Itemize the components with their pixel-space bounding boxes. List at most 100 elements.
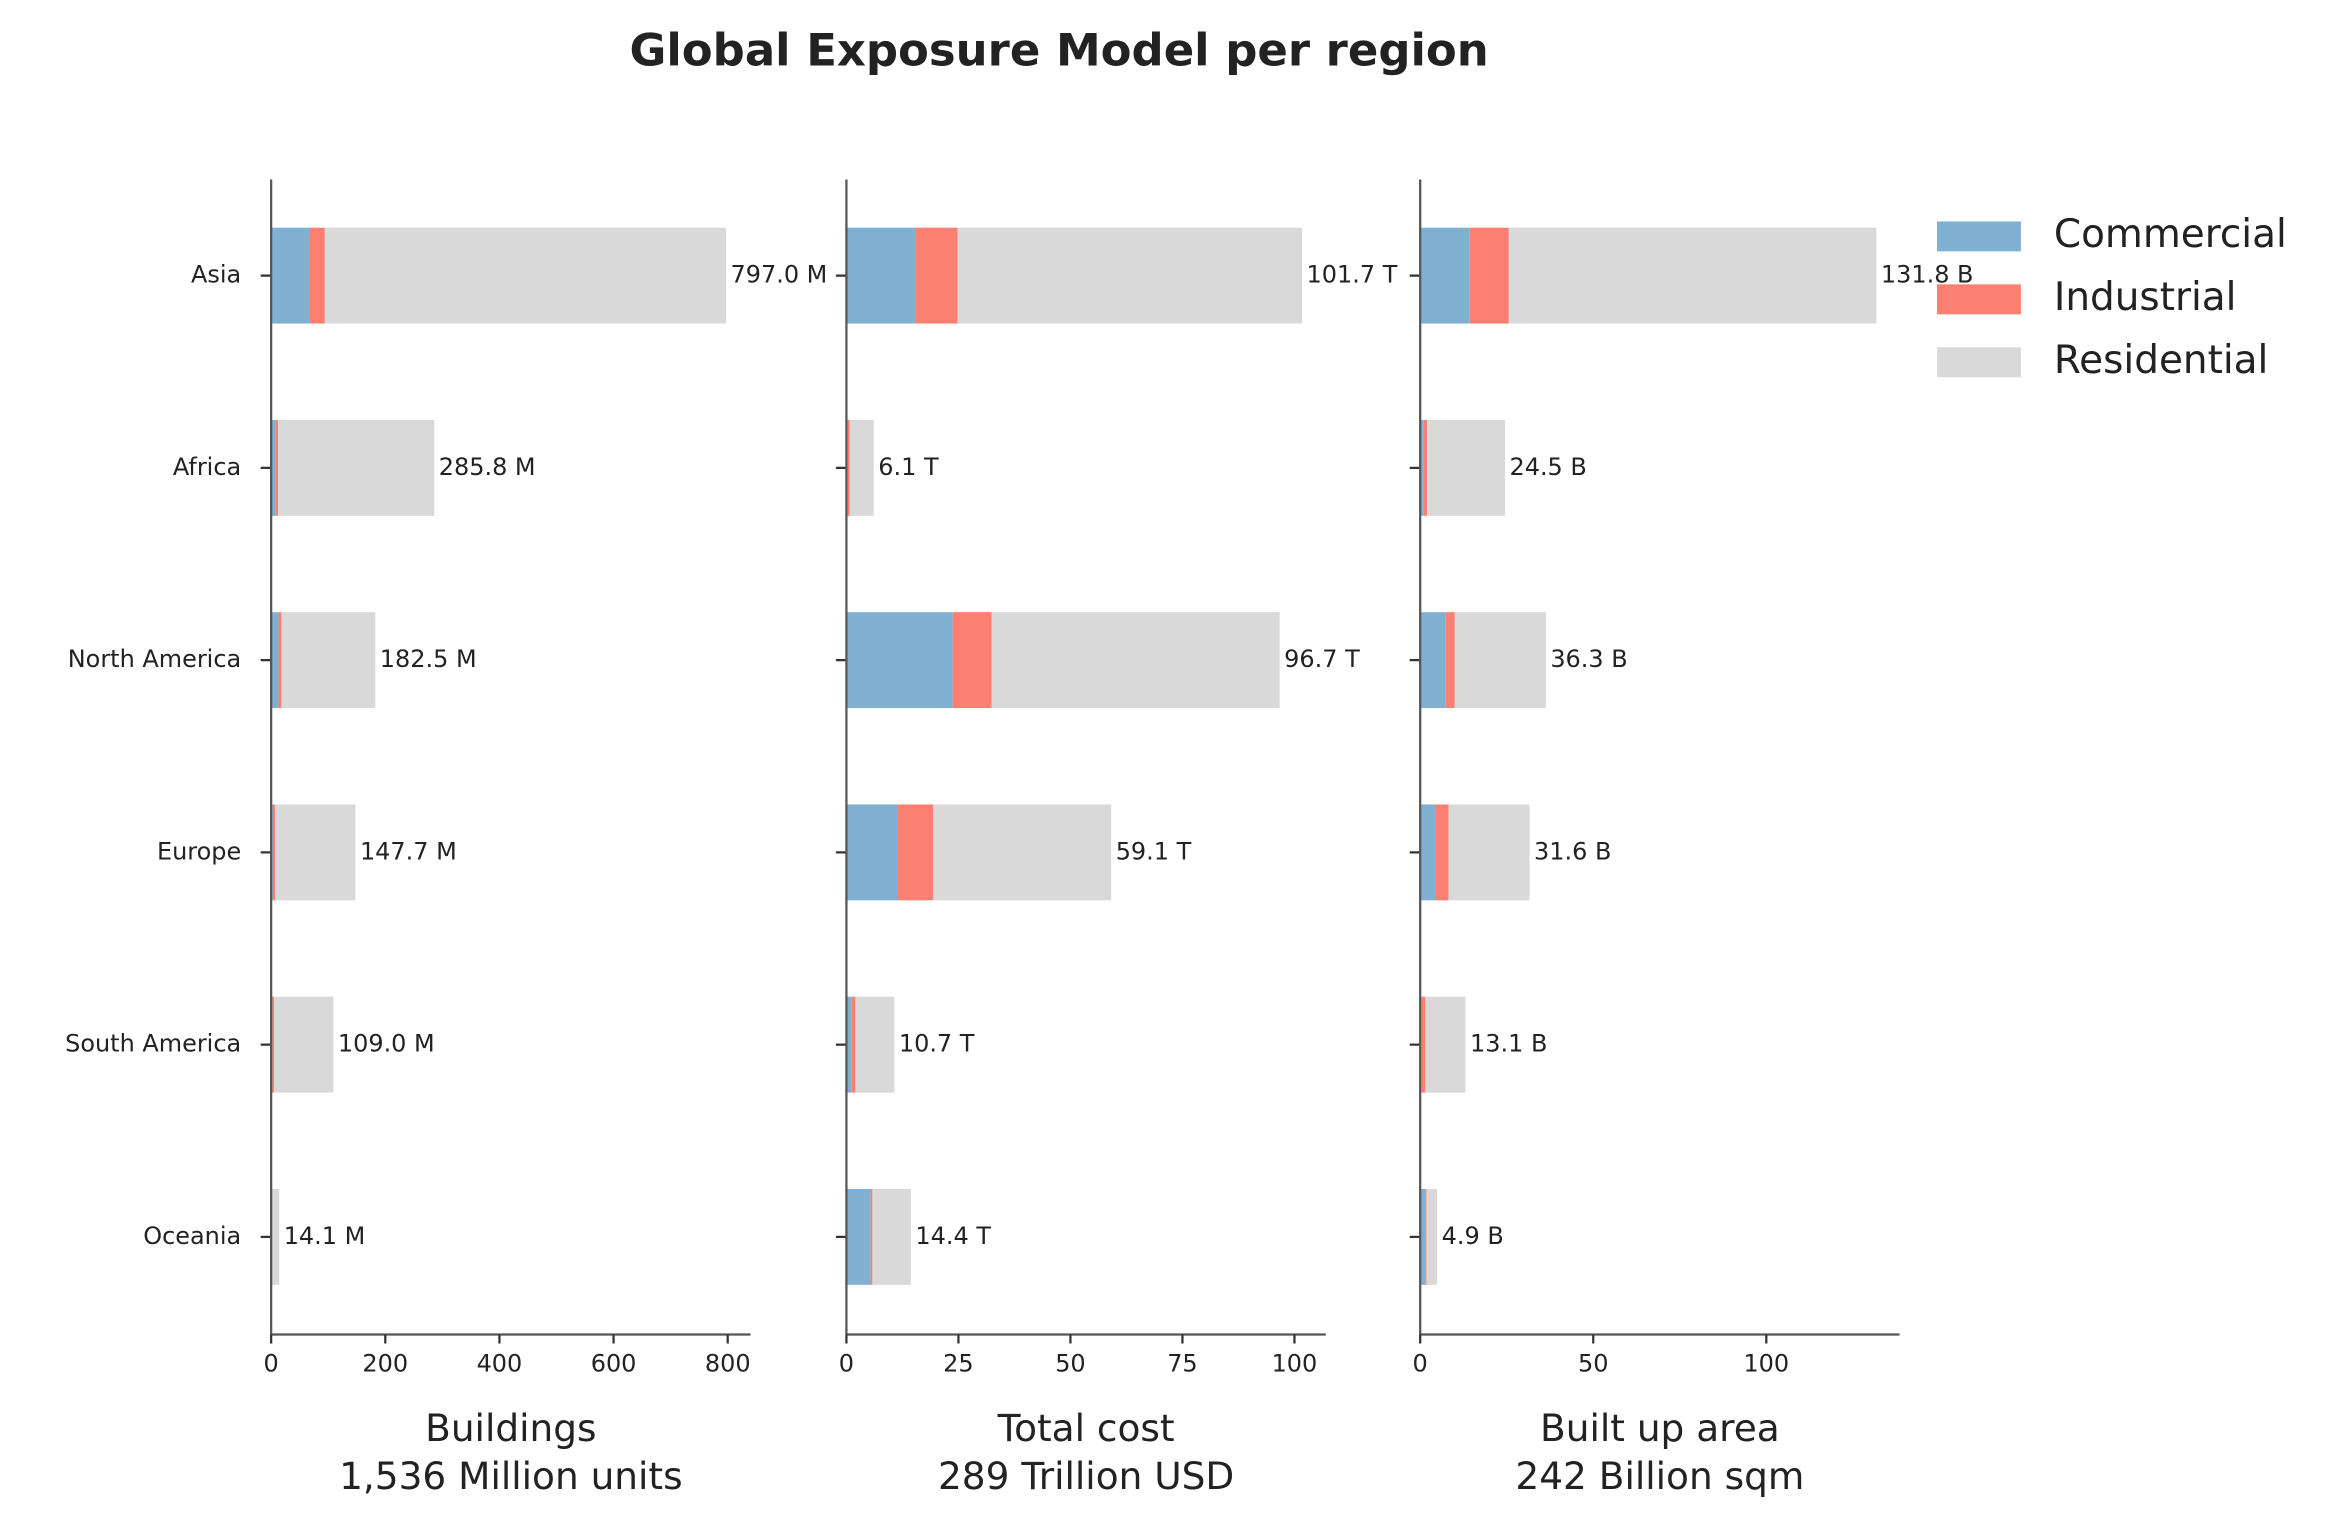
bar-segment	[272, 996, 275, 1093]
bar-segment	[281, 612, 376, 709]
bar-segment	[897, 804, 934, 901]
bar-segment	[915, 227, 958, 324]
value-label: 147.7 M	[360, 837, 457, 865]
y-tick-label: Africa	[173, 453, 241, 481]
bar-segment	[1420, 1188, 1426, 1285]
x-tick-label: 0	[839, 1349, 854, 1377]
bar-segment	[1445, 612, 1455, 709]
bar-segment	[846, 227, 916, 324]
bar-segment	[1420, 227, 1470, 324]
value-label: 96.7 T	[1284, 645, 1360, 673]
value-label: 4.9 B	[1442, 1222, 1504, 1250]
x-axis-label: Total cost	[997, 1406, 1175, 1450]
bar-segment	[1448, 804, 1530, 901]
bar-segment	[1454, 612, 1546, 709]
x-tick-label: 800	[705, 1349, 751, 1377]
bar-segment	[851, 996, 856, 1093]
x-tick-label: 0	[264, 1349, 279, 1377]
bar-segment	[1426, 1188, 1438, 1285]
bar-segment	[1423, 419, 1428, 516]
y-tick-label: Asia	[191, 261, 241, 289]
x-axis-sublabel: 289 Trillion USD	[938, 1454, 1234, 1498]
value-label: 109.0 M	[338, 1030, 435, 1058]
x-axis-label: Built up area	[1540, 1406, 1780, 1450]
x-tick-label: 50	[1578, 1349, 1608, 1377]
bar-segment	[872, 1188, 911, 1285]
bar-segment	[870, 1188, 873, 1285]
bar-segment	[275, 419, 279, 516]
value-label: 13.1 B	[1470, 1030, 1547, 1058]
y-tick-label: North America	[68, 645, 241, 673]
value-label: 31.6 B	[1534, 837, 1611, 865]
value-label: 59.1 T	[1116, 837, 1192, 865]
legend-swatch	[1937, 284, 2021, 315]
bar-segment	[271, 227, 310, 324]
value-label: 14.1 M	[284, 1222, 366, 1250]
bar-segment	[275, 804, 356, 901]
x-tick-label: 600	[591, 1349, 637, 1377]
bar-segment	[272, 804, 276, 901]
bar-segment	[952, 612, 992, 709]
bar-segment	[271, 612, 279, 709]
value-label: 6.1 T	[878, 453, 939, 481]
y-tick-label: South America	[65, 1030, 241, 1058]
x-axis-sublabel: 1,536 Million units	[339, 1454, 683, 1498]
bar-segment	[1425, 1188, 1427, 1285]
value-label: 797.0 M	[730, 261, 827, 289]
x-tick-label: 25	[943, 1349, 973, 1377]
bar-segment	[1420, 419, 1424, 516]
x-tick-label: 75	[1167, 1349, 1197, 1377]
bar-segment	[1420, 612, 1446, 709]
value-label: 14.4 T	[915, 1222, 991, 1250]
bar-segment	[278, 612, 282, 709]
bar-segment	[846, 612, 953, 709]
value-label: 285.8 M	[439, 453, 536, 481]
bar-segment	[309, 227, 325, 324]
legend-label: Industrial	[2054, 275, 2237, 320]
legend-label: Commercial	[2054, 212, 2287, 257]
value-label: 131.8 B	[1881, 261, 1974, 289]
value-label: 24.5 B	[1509, 453, 1586, 481]
bar-segment	[1508, 227, 1877, 324]
y-tick-label: Europe	[157, 837, 241, 865]
bar-segment	[1420, 804, 1436, 901]
bar-segment	[846, 996, 852, 1093]
bar-segment	[1421, 996, 1426, 1093]
x-tick-label: 100	[1272, 1349, 1318, 1377]
value-label: 36.3 B	[1550, 645, 1627, 673]
bar-segment	[1469, 227, 1509, 324]
x-tick-label: 100	[1743, 1349, 1789, 1377]
bar-segment	[271, 419, 276, 516]
legend-label: Residential	[2054, 338, 2268, 383]
bar-segment	[1435, 804, 1449, 901]
bar-segment	[933, 804, 1112, 901]
bar-segment	[1425, 996, 1466, 1093]
x-tick-label: 400	[477, 1349, 523, 1377]
bar-segment	[278, 419, 435, 516]
x-axis-label: Buildings	[425, 1406, 596, 1450]
bar-segment	[272, 1188, 280, 1285]
x-tick-label: 0	[1413, 1349, 1428, 1377]
bar-segment	[849, 419, 874, 516]
bar-segment	[847, 419, 850, 516]
bar-segment	[274, 996, 334, 1093]
x-axis-sublabel: 242 Billion sqm	[1515, 1454, 1804, 1498]
bar-segment	[846, 804, 898, 901]
bar-segment	[855, 996, 895, 1093]
x-tick-label: 50	[1055, 1349, 1085, 1377]
bar-segment	[957, 227, 1303, 324]
bar-segment	[846, 1188, 871, 1285]
y-tick-label: Oceania	[143, 1222, 241, 1250]
bar-segment	[324, 227, 727, 324]
legend-swatch	[1937, 221, 2021, 252]
value-label: 182.5 M	[380, 645, 477, 673]
legend-swatch	[1937, 347, 2021, 378]
bar-segment	[991, 612, 1280, 709]
chart-title: Global Exposure Model per region	[630, 24, 1489, 77]
bar-segment	[1427, 419, 1505, 516]
x-tick-label: 200	[362, 1349, 408, 1377]
value-label: 10.7 T	[899, 1030, 975, 1058]
value-label: 101.7 T	[1307, 261, 1398, 289]
